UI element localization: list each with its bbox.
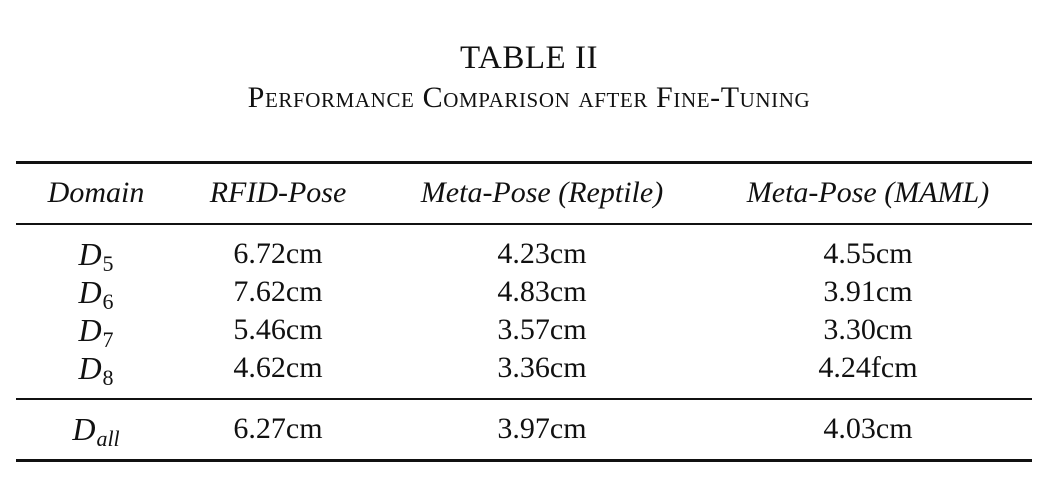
reptile-value: 3.97cm	[497, 412, 587, 445]
domain-subscript: 8	[102, 365, 114, 390]
domain-cell: D7	[16, 312, 176, 352]
reptile-value: 3.36cm	[497, 351, 587, 384]
domain-symbol: D	[78, 312, 102, 348]
domain-symbol: D	[78, 236, 102, 272]
maml-value: 3.30cm	[823, 313, 913, 346]
rfid-pose-value: 5.46cm	[233, 313, 323, 346]
domain-symbol: D	[72, 411, 96, 447]
maml-value: 3.91cm	[823, 275, 913, 308]
rfid-pose-value: 6.27cm	[233, 412, 323, 445]
rfid-pose-value: 7.62cm	[233, 275, 323, 308]
maml-value: 4.24fcm	[818, 351, 918, 384]
bottom-rule	[16, 459, 1032, 462]
rfid-pose-value: 6.72cm	[233, 237, 323, 270]
header-rule	[16, 223, 1032, 225]
domain-subscript: 5	[102, 251, 114, 276]
maml-value: 4.55cm	[823, 237, 913, 270]
header-meta-pose-reptile: Meta-Pose (Reptile)	[420, 176, 664, 209]
domain-symbol: D	[78, 274, 102, 310]
reptile-value: 4.23cm	[497, 237, 587, 270]
rfid-pose-value: 4.62cm	[233, 351, 323, 384]
domain-cell: D5	[16, 236, 176, 276]
header-rfid-pose: RFID-Pose	[209, 176, 347, 209]
summary-rule	[16, 398, 1032, 400]
table-title: Performance Comparison after Fine-Tuning	[247, 81, 811, 114]
domain-symbol: D	[78, 350, 102, 386]
table-label: TABLE II	[460, 40, 598, 76]
reptile-value: 4.83cm	[497, 275, 587, 308]
domain-subscript: 7	[102, 327, 114, 352]
header-meta-pose-maml: Meta-Pose (MAML)	[746, 176, 990, 209]
domain-cell: D8	[16, 350, 176, 390]
header-domain: Domain	[47, 176, 145, 209]
domain-subscript: all	[96, 426, 120, 451]
domain-cell: Dall	[16, 411, 176, 451]
maml-value: 4.03cm	[823, 412, 913, 445]
reptile-value: 3.57cm	[497, 313, 587, 346]
domain-cell: D6	[16, 274, 176, 314]
domain-subscript: 6	[102, 289, 114, 314]
top-rule	[16, 161, 1032, 164]
